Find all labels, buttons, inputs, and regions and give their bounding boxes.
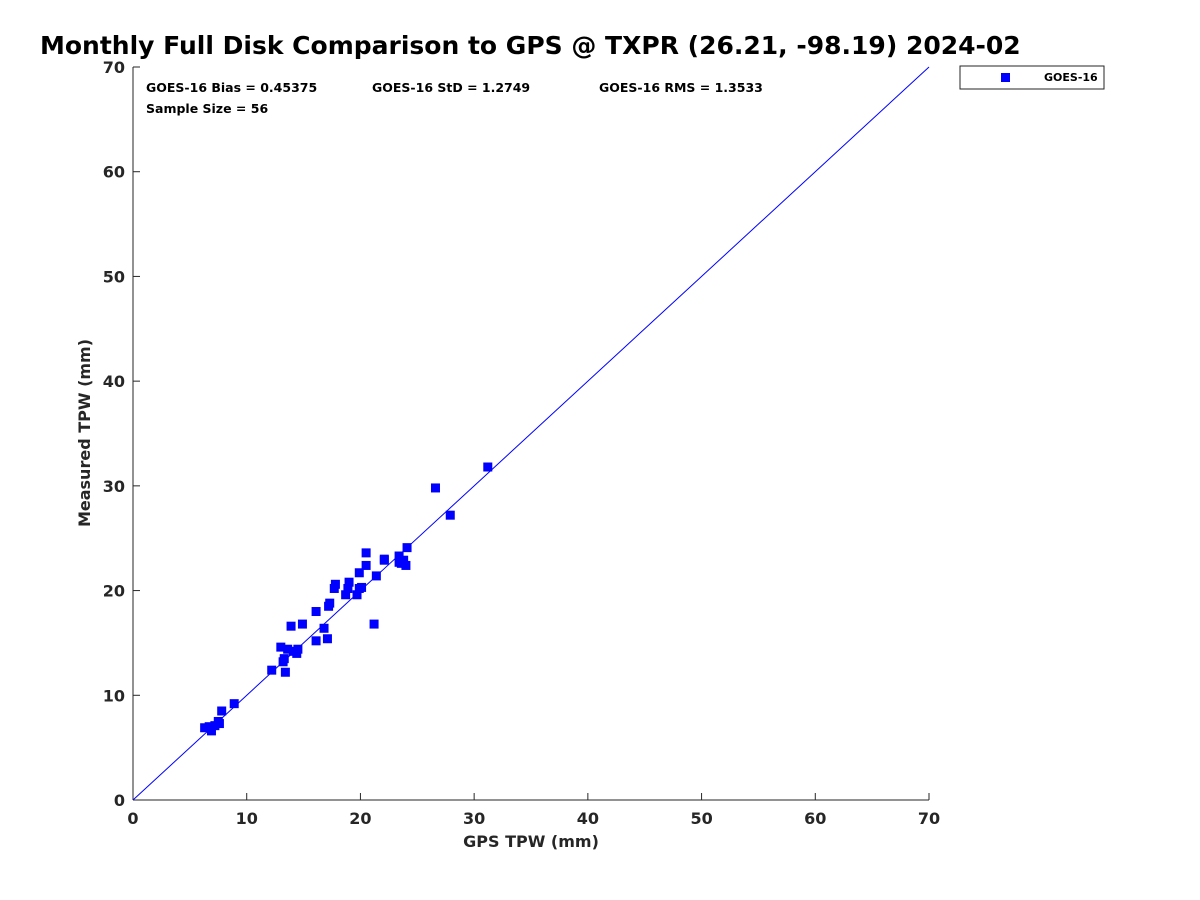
data-point <box>276 642 286 652</box>
data-point <box>361 548 371 558</box>
data-point <box>217 706 227 716</box>
data-point <box>267 665 277 675</box>
data-point <box>352 590 362 600</box>
axis-ticks: 0 10 20 30 40 50 60 70 0 10 20 30 40 50 60 70 <box>103 58 940 828</box>
data-point <box>379 554 389 564</box>
data-point <box>286 621 296 631</box>
y-tick-label: 60 <box>103 163 125 182</box>
data-point <box>297 619 307 629</box>
data-point <box>343 583 353 593</box>
data-point <box>430 483 440 493</box>
data-point <box>330 579 340 589</box>
data-point <box>361 560 371 570</box>
x-tick-label: 50 <box>690 809 712 828</box>
data-point <box>401 560 411 570</box>
data-point <box>311 607 321 617</box>
data-point <box>357 582 367 592</box>
y-tick-label: 30 <box>103 477 125 496</box>
data-point <box>445 510 455 520</box>
y-tick-label: 50 <box>103 267 125 286</box>
one-to-one-line <box>132 66 930 801</box>
sample-size-stat: Sample Size = 56 <box>146 101 268 116</box>
rms-stat: GOES-16 RMS = 1.3533 <box>599 80 763 95</box>
x-tick-label: 10 <box>236 809 258 828</box>
data-point <box>325 598 335 608</box>
std-stat: GOES-16 StD = 1.2749 <box>372 80 530 95</box>
data-point <box>344 577 354 587</box>
data-points <box>200 462 493 736</box>
data-point <box>279 654 289 664</box>
x-tick-label: 70 <box>918 809 940 828</box>
data-point <box>229 699 239 709</box>
x-tick-label: 60 <box>804 809 826 828</box>
data-point <box>214 719 224 729</box>
y-tick-label: 0 <box>114 791 125 810</box>
x-tick-label: 0 <box>127 809 138 828</box>
data-point <box>394 551 404 561</box>
data-point <box>280 667 290 677</box>
y-tick-label: 70 <box>103 58 125 77</box>
data-point <box>319 623 329 633</box>
y-tick-label: 20 <box>103 582 125 601</box>
x-tick-label: 40 <box>577 809 599 828</box>
data-point <box>322 634 332 644</box>
data-point <box>200 723 210 733</box>
legend-label: GOES-16 <box>1044 71 1098 84</box>
data-point <box>283 644 293 654</box>
data-point <box>354 568 364 578</box>
y-tick-label: 10 <box>103 686 125 705</box>
x-tick-label: 20 <box>349 809 371 828</box>
y-tick-label: 40 <box>103 372 125 391</box>
y-axis-label: Measured TPW (mm) <box>75 339 94 527</box>
legend: GOES-16 <box>959 65 1105 90</box>
legend-box <box>959 65 1105 90</box>
chart-title: Monthly Full Disk Comparison to GPS @ TX… <box>40 31 1021 60</box>
data-point <box>371 571 381 581</box>
data-point <box>369 619 379 629</box>
data-point <box>206 726 216 736</box>
x-axis-label: GPS TPW (mm) <box>463 832 599 851</box>
data-point <box>483 462 493 472</box>
plot-area: 0 10 20 30 40 50 60 70 0 10 20 30 40 50 60 70 <box>103 58 940 828</box>
bias-stat: GOES-16 Bias = 0.45375 <box>146 80 317 95</box>
data-point <box>311 636 321 646</box>
legend-marker <box>1001 73 1010 82</box>
x-tick-label: 30 <box>463 809 485 828</box>
data-point <box>341 590 351 600</box>
data-point <box>293 644 303 654</box>
data-point <box>399 555 409 565</box>
data-point <box>402 543 412 553</box>
